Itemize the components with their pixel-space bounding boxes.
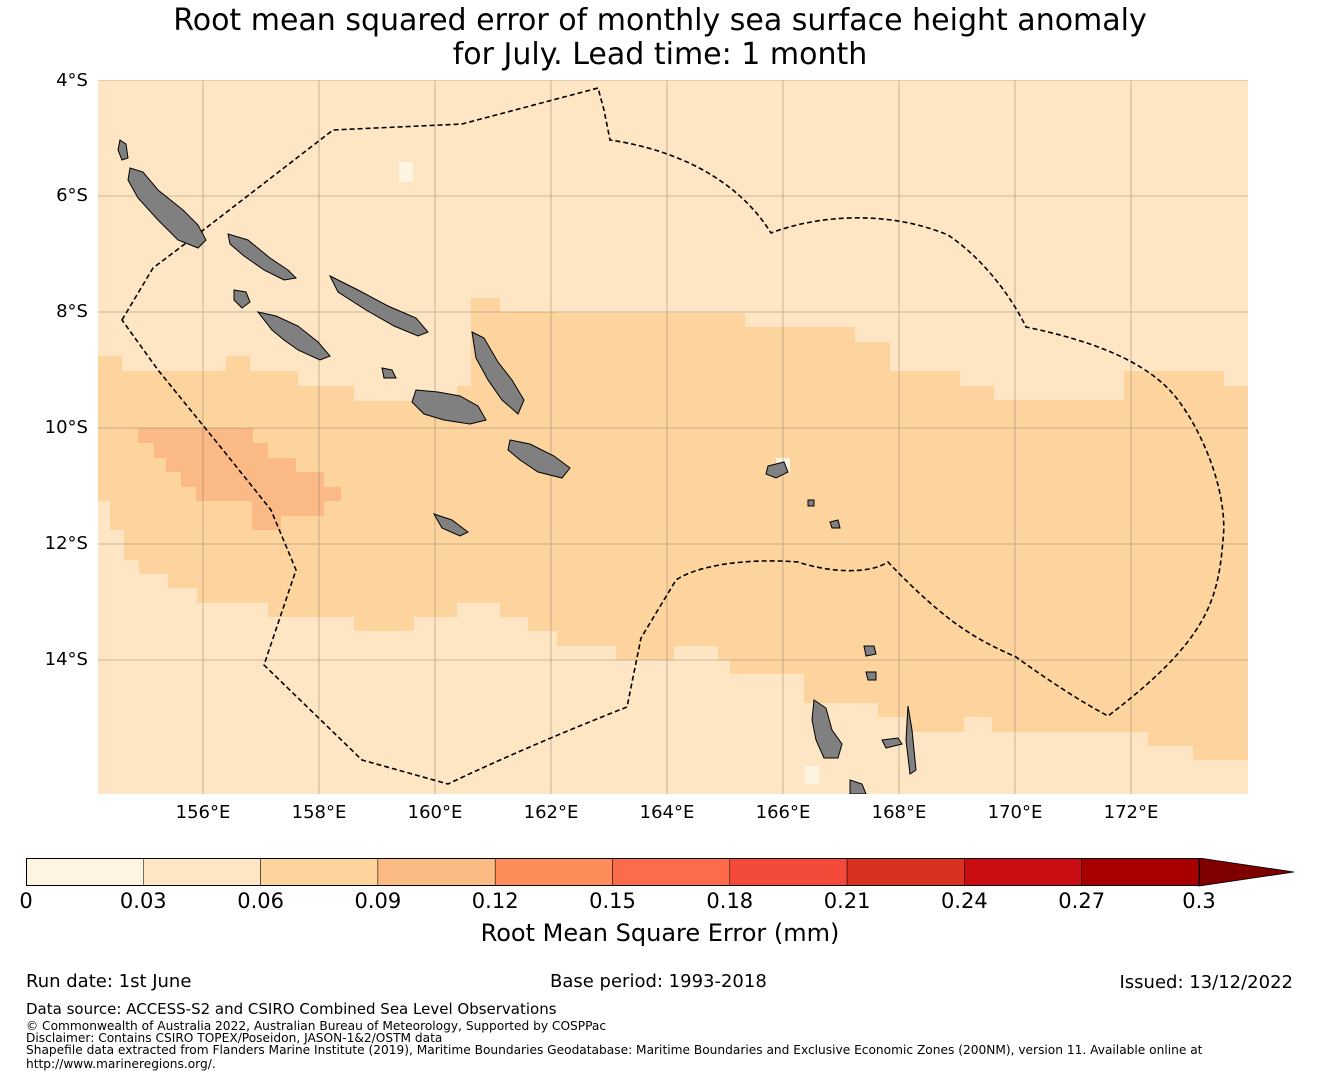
rmse-field-mid bbox=[98, 298, 1248, 760]
colorbar-tick-label: 0.3 bbox=[1182, 889, 1216, 913]
colorbar-tick-label: 0.27 bbox=[1058, 889, 1106, 913]
lat-label: 14°S bbox=[44, 649, 88, 670]
island-santa-isabel bbox=[328, 274, 429, 337]
lon-label: 162°E bbox=[523, 802, 579, 823]
rmse-speck bbox=[805, 766, 819, 784]
island-anuta bbox=[807, 499, 815, 507]
island-choiseul bbox=[227, 233, 298, 281]
lon-label: 166°E bbox=[755, 802, 811, 823]
colorbar-tick-label: 0.06 bbox=[237, 889, 284, 913]
data-source: Data source: ACCESS-S2 and CSIRO Combine… bbox=[26, 1000, 557, 1018]
island-makira bbox=[507, 439, 571, 479]
colorbar-tick-label: 0.03 bbox=[119, 889, 167, 913]
copyright-notice: © Commonwealth of Australia 2022, Austra… bbox=[26, 1019, 607, 1033]
map-gridlines bbox=[98, 80, 1248, 794]
run-date: Run date: 1st June bbox=[26, 971, 192, 992]
colorbar-tick-label: 0.24 bbox=[941, 889, 988, 913]
lon-label: 158°E bbox=[291, 802, 347, 823]
colorbar-tick-label: 0.09 bbox=[354, 889, 402, 913]
colorbar-segment bbox=[143, 858, 261, 886]
issued-date: Issued: 13/12/2022 bbox=[1119, 972, 1293, 993]
lon-label: 170°E bbox=[987, 802, 1043, 823]
colorbar-tick-label: 0 bbox=[19, 889, 33, 913]
colorbar-segment bbox=[494, 858, 613, 886]
lat-label: 12°S bbox=[44, 533, 88, 554]
land-masses bbox=[117, 139, 917, 794]
island-bougainville bbox=[127, 167, 207, 249]
colorbar-extend-arrow bbox=[1198, 858, 1295, 887]
map-title-line-1: Root mean squared error of monthly sea s… bbox=[173, 3, 1147, 38]
island-new-georgia bbox=[256, 311, 331, 361]
island-florida bbox=[381, 367, 397, 379]
rmse-map bbox=[98, 80, 1248, 794]
source-url: http://www.marineregions.org/. bbox=[26, 1057, 216, 1071]
rmse-field-high bbox=[138, 428, 341, 530]
island-vanua-lava bbox=[865, 671, 877, 681]
lon-label: 156°E bbox=[175, 802, 231, 823]
disclaimer: Disclaimer: Contains CSIRO TOPEX/Poseido… bbox=[26, 1031, 443, 1045]
colorbar-segment bbox=[846, 858, 965, 886]
colorbar bbox=[26, 858, 1295, 887]
lat-label: 6°S bbox=[56, 185, 88, 206]
colorbar-segment bbox=[377, 858, 496, 886]
base-period: Base period: 1993-2018 bbox=[550, 971, 767, 992]
island-maewo bbox=[905, 705, 917, 775]
island-malakula bbox=[849, 779, 867, 794]
island-ambae bbox=[881, 737, 903, 749]
colorbar-label: Root Mean Square Error (mm) bbox=[480, 919, 840, 947]
island-buka bbox=[117, 139, 129, 161]
map-panel bbox=[98, 80, 1248, 794]
colorbar-segment bbox=[1081, 858, 1200, 886]
colorbar-segment bbox=[260, 858, 379, 886]
colorbar-segment bbox=[612, 858, 731, 886]
island-rennell bbox=[432, 513, 469, 537]
island-gaua bbox=[863, 645, 877, 657]
lat-label: 4°S bbox=[56, 70, 88, 91]
lon-label: 172°E bbox=[1103, 802, 1159, 823]
island-santa-cruz bbox=[765, 461, 789, 479]
lon-label: 160°E bbox=[407, 802, 463, 823]
map-title-line-2: for July. Lead time: 1 month bbox=[452, 37, 868, 72]
lon-label: 168°E bbox=[871, 802, 927, 823]
lat-label: 8°S bbox=[56, 301, 88, 322]
island-malaita bbox=[471, 331, 525, 415]
colorbar-tick-label: 0.18 bbox=[706, 889, 754, 913]
island-kolombangara bbox=[233, 289, 251, 309]
colorbar-segment bbox=[964, 858, 1082, 886]
island-guadalcanal bbox=[411, 389, 487, 425]
colorbar-segment bbox=[729, 858, 848, 886]
colorbar-outline bbox=[26, 858, 1200, 886]
colorbar-tick-label: 0.12 bbox=[471, 889, 519, 913]
eez-boundary bbox=[121, 87, 1225, 785]
lon-label: 164°E bbox=[639, 802, 695, 823]
colorbar-tick-label: 0.21 bbox=[823, 889, 871, 913]
rmse-speck bbox=[399, 162, 413, 182]
lat-label: 10°S bbox=[44, 417, 88, 438]
colorbar-tick-label: 0.15 bbox=[589, 889, 636, 913]
shapefile-credit: Shapefile data extracted from Flanders M… bbox=[26, 1043, 1203, 1057]
island-tikopia bbox=[829, 519, 841, 529]
colorbar-segment bbox=[26, 858, 144, 886]
island-espiritu-santo bbox=[811, 699, 843, 759]
